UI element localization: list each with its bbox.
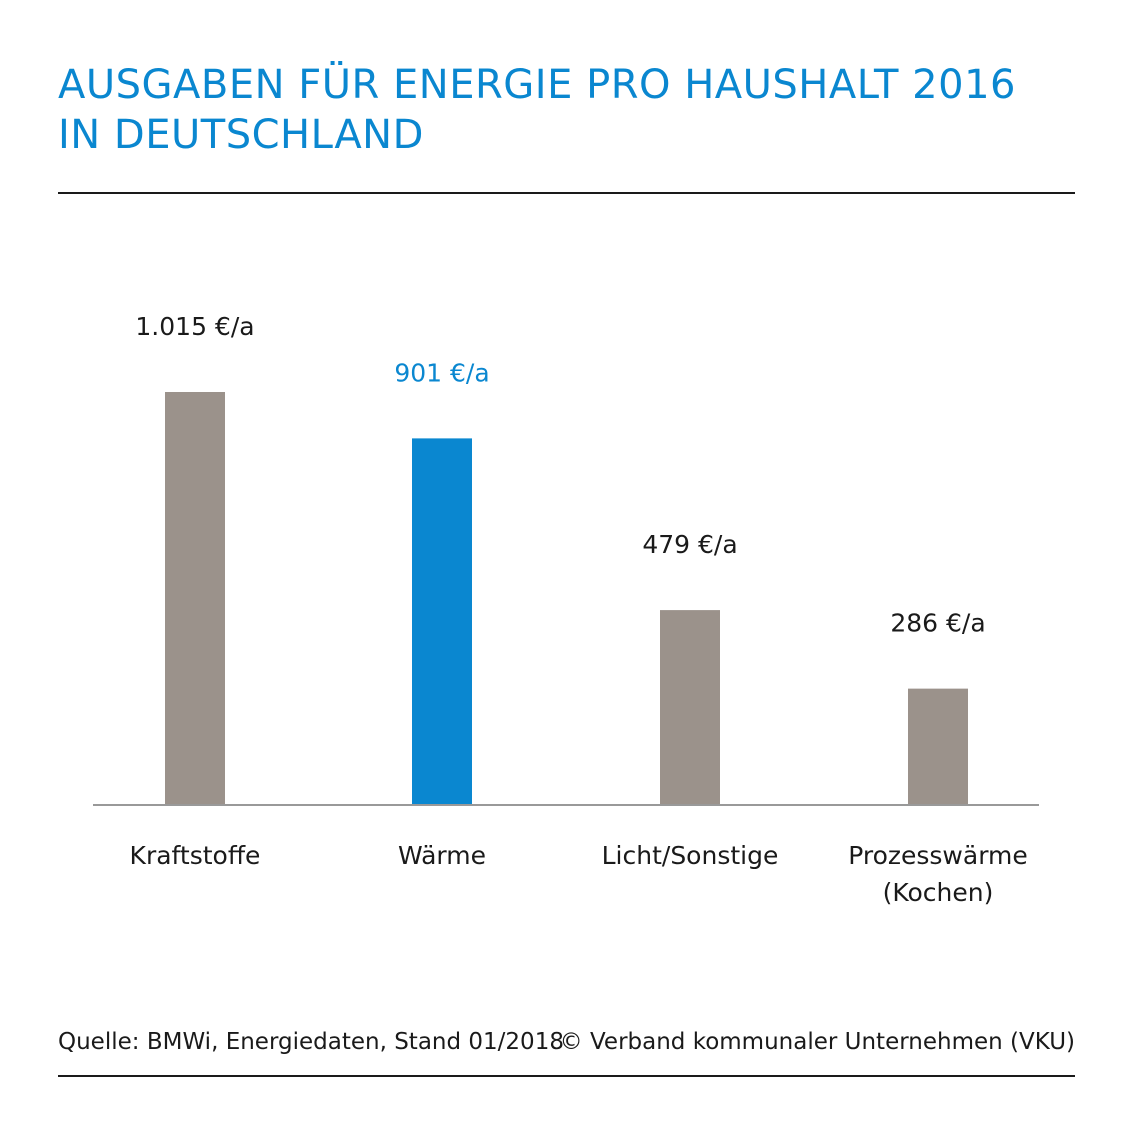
bar-3 bbox=[908, 688, 968, 805]
bars-group bbox=[165, 392, 968, 805]
top-divider bbox=[58, 192, 1075, 194]
value-label-3: 286 €/a bbox=[890, 609, 985, 638]
chart-title: AUSGABEN FÜR ENERGIE PRO HAUSHALT 2016 I… bbox=[58, 60, 1016, 160]
category-label-3: Prozesswärme bbox=[848, 841, 1028, 870]
category-label-2: Licht/Sonstige bbox=[602, 841, 779, 870]
value-label-2: 479 €/a bbox=[642, 530, 737, 559]
chart-title-line-1: AUSGABEN FÜR ENERGIE PRO HAUSHALT 2016 bbox=[58, 62, 1016, 108]
bar-1 bbox=[412, 438, 472, 805]
category-label-0: Kraftstoffe bbox=[130, 841, 261, 870]
value-labels-group: 1.015 €/a 901 €/a 479 €/a 286 €/a bbox=[135, 312, 985, 638]
value-label-0: 1.015 €/a bbox=[135, 312, 254, 341]
source-note: Quelle: BMWi, Energiedaten, Stand 01/201… bbox=[58, 1029, 564, 1055]
category-label-1: Wärme bbox=[398, 841, 486, 870]
category-label-3-line-2: (Kochen) bbox=[883, 878, 994, 907]
bottom-divider bbox=[58, 1075, 1075, 1077]
category-labels-group: Kraftstoffe Wärme Licht/Sonstige Prozesswär… bbox=[130, 841, 1028, 907]
chart-title-line-2: IN DEUTSCHLAND bbox=[58, 112, 424, 158]
bar-0 bbox=[165, 392, 225, 805]
bar-2 bbox=[660, 610, 720, 805]
copyright-note: © Verband kommunaler Unternehmen (VKU) bbox=[559, 1029, 1075, 1055]
value-label-1: 901 €/a bbox=[394, 358, 489, 387]
